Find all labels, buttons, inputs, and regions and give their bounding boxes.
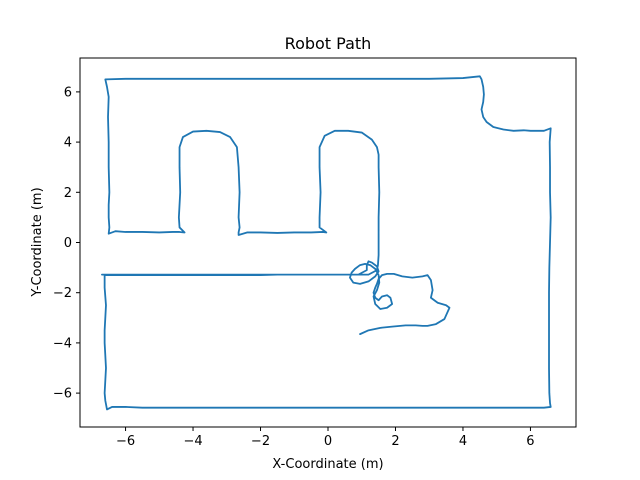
series-line-0 <box>101 75 552 411</box>
x-tick-label: 4 <box>459 434 467 449</box>
y-tick-label: −6 <box>53 387 72 402</box>
x-axis-ticks: −6 −4 −2 0 2 4 6 <box>116 427 535 449</box>
y-tick-label: 0 <box>64 236 72 251</box>
x-tick-label: −6 <box>116 434 135 449</box>
x-axis-label: X-Coordinate (m) <box>272 457 383 472</box>
series-layer <box>101 75 552 411</box>
x-tick-label: −4 <box>183 434 202 449</box>
y-tick-label: −4 <box>53 336 72 351</box>
x-tick-label: 0 <box>324 434 332 449</box>
y-tick-label: 4 <box>64 136 72 151</box>
plot-area: −6 −4 −2 0 2 4 6 −6 −4 −2 0 2 4 6 <box>53 57 577 449</box>
y-tick-label: −2 <box>53 286 72 301</box>
x-tick-label: 6 <box>526 434 534 449</box>
y-tick-label: 6 <box>64 85 72 100</box>
y-tick-label: 2 <box>64 186 72 201</box>
y-axis-label: Y-Coordinate (m) <box>30 187 45 297</box>
x-tick-label: 2 <box>391 434 399 449</box>
y-axis-ticks: −6 −4 −2 0 2 4 6 <box>53 85 80 402</box>
chart-title: Robot Path <box>285 34 372 53</box>
x-tick-label: −2 <box>251 434 270 449</box>
